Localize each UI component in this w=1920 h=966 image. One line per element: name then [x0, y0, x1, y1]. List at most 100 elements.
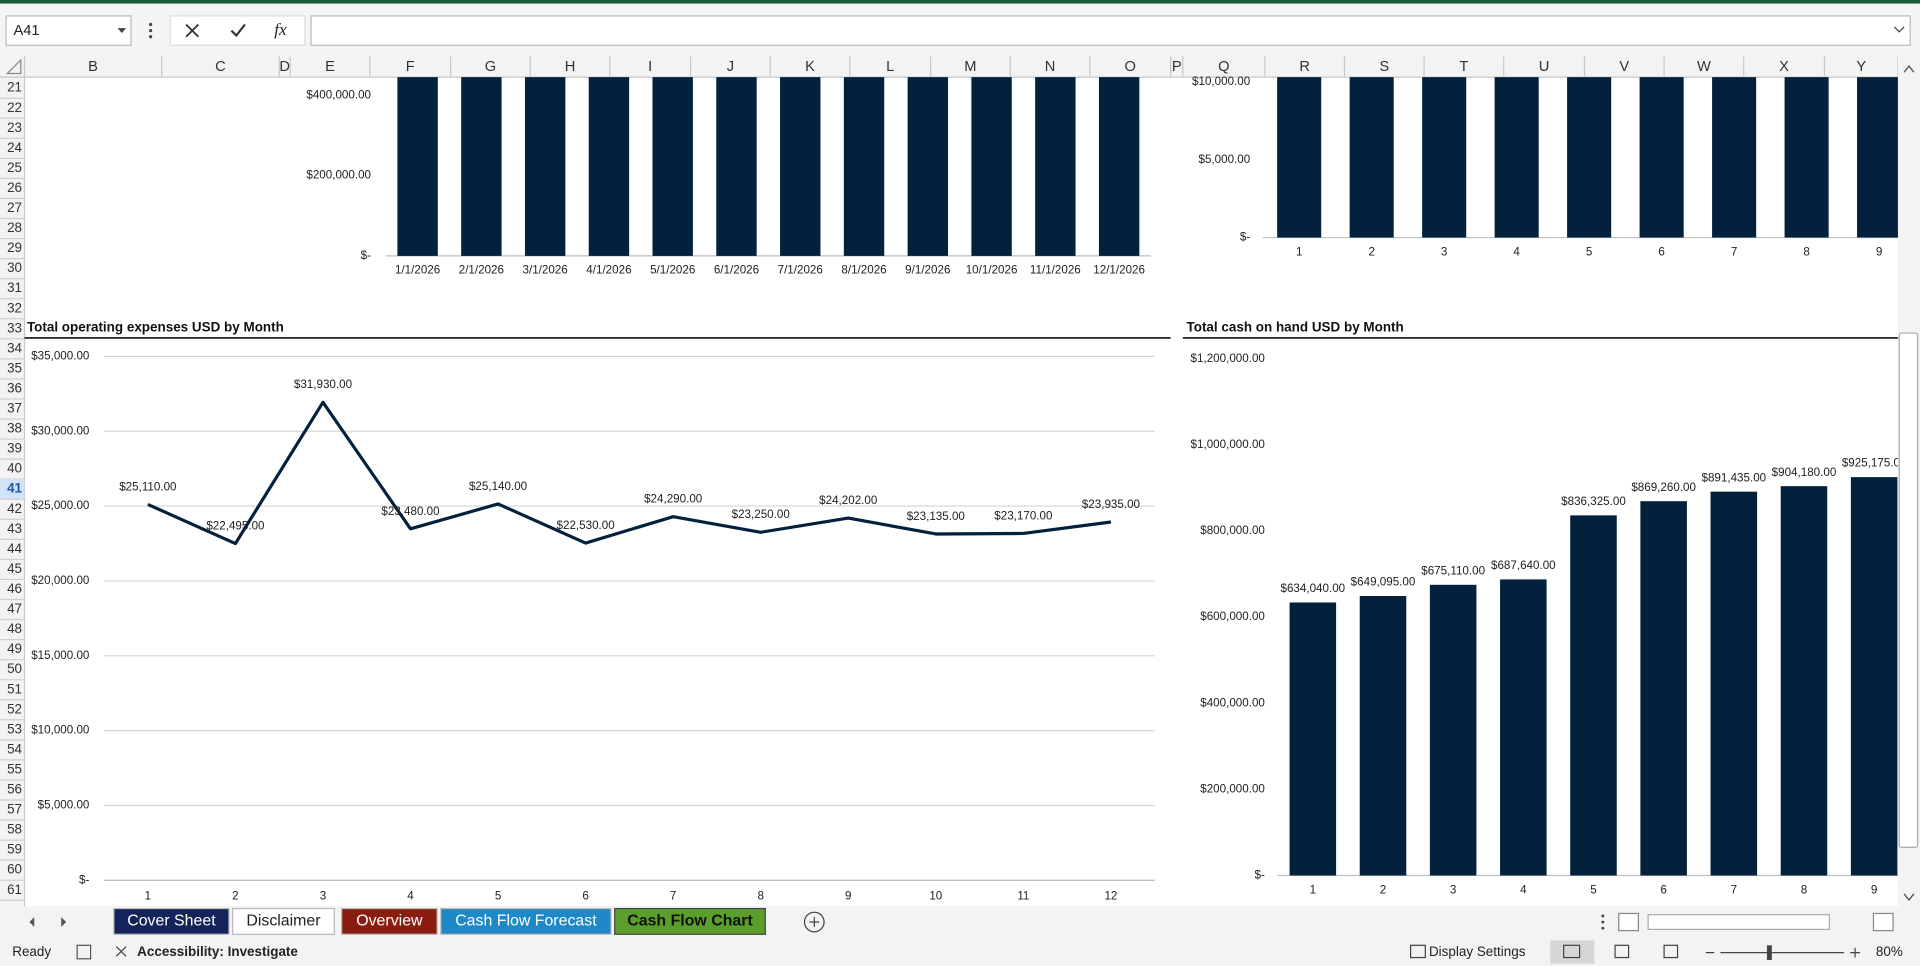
sheet-tab-label[interactable]: Overview: [356, 913, 423, 930]
row-header[interactable]: 28: [7, 220, 22, 235]
select-all[interactable]: [5, 58, 22, 75]
column-header[interactable]: E: [325, 59, 335, 75]
row-header[interactable]: 40: [7, 461, 22, 476]
row-header[interactable]: 24: [7, 140, 22, 155]
macro-icon[interactable]: [76, 944, 92, 960]
enter-button[interactable]: [230, 23, 246, 38]
column-header[interactable]: Q: [1218, 59, 1229, 75]
row-header[interactable]: 46: [7, 581, 22, 596]
row-header[interactable]: 47: [7, 601, 22, 616]
formula-input[interactable]: [310, 15, 1911, 46]
row-header[interactable]: 30: [7, 260, 22, 275]
row-header[interactable]: 61: [7, 882, 22, 897]
column-header[interactable]: J: [727, 59, 734, 75]
sheet-tab-label[interactable]: Cover Sheet: [127, 913, 216, 930]
row-header[interactable]: 23: [7, 120, 22, 135]
row-header[interactable]: 57: [7, 802, 22, 817]
tab-scroll-right[interactable]: [61, 917, 67, 927]
column-header[interactable]: X: [1779, 59, 1789, 75]
column-header[interactable]: V: [1619, 59, 1629, 75]
column-header[interactable]: O: [1124, 59, 1135, 75]
column-header[interactable]: G: [485, 59, 496, 75]
column-header[interactable]: C: [215, 59, 226, 75]
row-header[interactable]: 51: [7, 681, 22, 696]
sheet-tab-label[interactable]: Cash Flow Forecast: [455, 913, 597, 930]
column-header[interactable]: W: [1697, 59, 1711, 75]
row-header[interactable]: 53: [7, 721, 22, 736]
hscroll-thumb[interactable]: [1647, 914, 1830, 930]
row-header[interactable]: 49: [7, 641, 22, 656]
row-header[interactable]: 21: [7, 80, 22, 95]
column-header[interactable]: S: [1379, 59, 1389, 75]
column-header[interactable]: Y: [1856, 59, 1866, 75]
row-header[interactable]: 52: [7, 701, 22, 716]
sheet-tab-label[interactable]: Disclaimer: [246, 913, 321, 930]
name-box-dropdown[interactable]: [117, 28, 127, 34]
column-header[interactable]: L: [886, 59, 894, 75]
column-header[interactable]: T: [1459, 59, 1468, 75]
row-header[interactable]: 36: [7, 380, 22, 395]
row-header[interactable]: 44: [7, 541, 22, 556]
sheet-tab[interactable]: [440, 907, 612, 935]
row-header[interactable]: 60: [7, 862, 22, 877]
row-header[interactable]: 50: [7, 661, 22, 676]
column-header[interactable]: K: [805, 59, 815, 75]
cancel-button[interactable]: [185, 23, 200, 38]
insert-function-button[interactable]: fx: [274, 20, 287, 39]
column-header[interactable]: P: [1172, 59, 1182, 75]
row-header[interactable]: 32: [7, 300, 22, 315]
sheet-tab-label[interactable]: Cash Flow Chart: [627, 913, 753, 930]
name-box[interactable]: [5, 15, 132, 46]
row-header[interactable]: 27: [7, 200, 22, 215]
column-header[interactable]: D: [279, 59, 290, 75]
row-header[interactable]: 55: [7, 761, 22, 776]
zoom-slider[interactable]: [1705, 947, 1860, 958]
column-header[interactable]: R: [1299, 59, 1310, 75]
row-header[interactable]: 37: [7, 401, 22, 416]
sheet-tab[interactable]: [113, 907, 230, 935]
row-header[interactable]: 59: [7, 842, 22, 857]
column-header[interactable]: N: [1045, 59, 1056, 75]
zoom-level[interactable]: 80%: [1876, 944, 1903, 959]
column-header[interactable]: M: [964, 59, 976, 75]
page-layout-view[interactable]: [1614, 944, 1630, 959]
row-header[interactable]: 35: [7, 360, 22, 375]
tab-options[interactable]: [1601, 914, 1605, 930]
row-header[interactable]: 22: [7, 100, 22, 115]
scroll-down[interactable]: [1903, 893, 1915, 901]
tab-scroll-left[interactable]: [29, 917, 35, 927]
row-header[interactable]: 38: [7, 421, 22, 436]
row-header[interactable]: 56: [7, 782, 22, 797]
page-break-view[interactable]: [1663, 944, 1679, 959]
column-header[interactable]: U: [1539, 59, 1550, 75]
column-header[interactable]: I: [648, 59, 652, 75]
row-header[interactable]: 42: [7, 501, 22, 516]
row-header[interactable]: 48: [7, 621, 22, 636]
row-header[interactable]: 29: [7, 240, 22, 255]
row-header[interactable]: 25: [7, 160, 22, 175]
row-header[interactable]: 34: [7, 340, 22, 355]
column-header[interactable]: F: [406, 59, 415, 75]
scroll-thumb[interactable]: [1898, 332, 1919, 848]
row-header[interactable]: 41: [7, 481, 22, 496]
scroll-up[interactable]: [1903, 65, 1915, 73]
normal-view[interactable]: [1550, 940, 1595, 964]
display-settings[interactable]: Display Settings: [1429, 944, 1526, 959]
column-header[interactable]: B: [88, 59, 98, 75]
hscroll-left[interactable]: [1618, 912, 1639, 932]
new-sheet-button[interactable]: [803, 911, 825, 933]
row-header[interactable]: 31: [7, 280, 22, 295]
row-header[interactable]: 39: [7, 441, 22, 456]
row-header[interactable]: 45: [7, 561, 22, 576]
row-header[interactable]: 58: [7, 822, 22, 837]
hscroll-right[interactable]: [1872, 912, 1894, 932]
accessibility-status[interactable]: Accessibility: Investigate: [137, 944, 298, 959]
sheet-tab[interactable]: [232, 907, 335, 935]
zoom-thumb[interactable]: [1766, 945, 1772, 960]
formula-expand[interactable]: [1893, 26, 1905, 33]
column-header[interactable]: H: [565, 59, 576, 75]
more-menu[interactable]: [149, 22, 153, 39]
row-header[interactable]: 43: [7, 521, 22, 536]
row-header[interactable]: 33: [7, 320, 22, 335]
sheet-tab[interactable]: [614, 907, 766, 935]
